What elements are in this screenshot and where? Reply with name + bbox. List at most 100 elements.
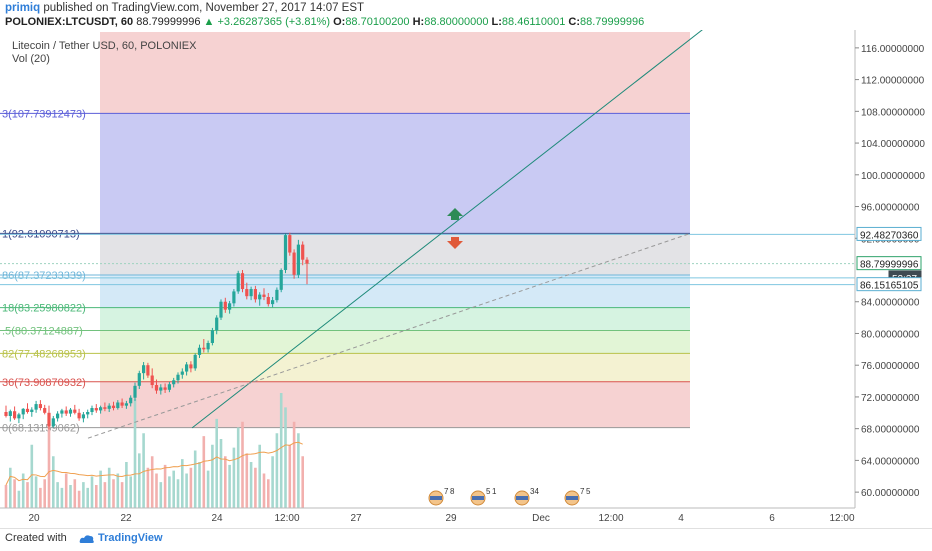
volume-bar — [301, 456, 304, 508]
volume-bar — [107, 467, 111, 508]
volume-bar — [292, 421, 296, 508]
fib-level-label-3: 18(83.25980822) — [2, 303, 86, 315]
price-badge — [856, 277, 922, 292]
symbol-label: POLONIEX:LTCUSDT, 60 — [5, 16, 134, 28]
candle-body — [167, 384, 171, 390]
event-flag-count: 34 — [530, 487, 539, 496]
candle-body — [137, 373, 141, 386]
y-tick-label: 84.00000000 — [861, 298, 920, 309]
tradingview-cloud-icon — [79, 535, 94, 543]
volume-bar — [254, 467, 257, 508]
candle-body — [142, 365, 146, 374]
event-flag-band — [566, 496, 578, 500]
y-tick-label: 104.00000000 — [861, 139, 925, 150]
volume-bar — [219, 439, 223, 508]
candle-body — [116, 402, 120, 409]
x-tick-label: 22 — [120, 513, 132, 524]
y-tick-label: 68.00000000 — [861, 425, 920, 436]
candle-body — [219, 301, 223, 318]
trend-line — [191, 30, 703, 429]
event-flag-count: 1 — [492, 487, 497, 496]
volume-bar — [99, 470, 102, 508]
candle-body — [124, 403, 128, 406]
chart-area[interactable]: 3(107.73912473) 1(92.61090713) 86(87.37233… — [0, 30, 932, 530]
volume-bar — [189, 467, 193, 508]
candle-body — [275, 289, 279, 301]
price-chart[interactable]: 3(107.73912473)1(92.61090713)86(87.37233… — [0, 30, 932, 528]
volume-bar — [150, 456, 154, 508]
event-flag-band — [516, 496, 528, 500]
candle-body — [228, 303, 232, 310]
volume-bar — [176, 479, 180, 508]
fib-zone-top — [100, 32, 690, 114]
candle-body — [305, 259, 309, 264]
candle-body — [301, 244, 305, 260]
candle-body — [60, 410, 64, 414]
fib-level-label-6: 36(73.90870932) — [2, 377, 86, 389]
volume-bar — [77, 490, 81, 508]
y-tick-label: 80.00000000 — [861, 329, 920, 340]
y-tick-label: 116.00000000 — [861, 44, 925, 55]
author-link[interactable]: primiq — [5, 2, 41, 14]
candle-body — [189, 364, 193, 369]
high-label: H: — [412, 16, 425, 28]
candle-body — [68, 409, 73, 414]
candle-body — [288, 235, 292, 253]
tradingview-brand[interactable]: TradingView — [98, 532, 163, 544]
candle-body — [210, 330, 214, 343]
y-tick-label: 64.00000000 — [861, 456, 920, 467]
volume-bar — [185, 473, 188, 508]
volume-bar — [271, 456, 274, 508]
volume-legend: Vol (20) — [12, 53, 50, 65]
candle-body — [47, 412, 51, 427]
candle-body — [176, 374, 180, 381]
volume-bar — [224, 456, 227, 508]
fib-level-label-5: 82(77.48268953) — [2, 348, 86, 360]
price-badge — [856, 226, 922, 241]
candle-body — [279, 270, 283, 290]
footer: Created with TradingView — [0, 528, 932, 551]
volume-bar — [138, 453, 141, 508]
volume-bar — [232, 447, 236, 508]
candle-body — [163, 387, 167, 390]
volume-bar — [13, 479, 16, 508]
created-with-label: Created with — [5, 532, 67, 544]
volume-bar — [43, 479, 46, 508]
volume-bar — [249, 462, 253, 508]
candle-body — [51, 418, 55, 427]
candle-body — [262, 294, 266, 297]
candle-body — [283, 235, 288, 270]
candle-body — [133, 385, 137, 398]
fib-level-label-2: 86(87.37233339) — [2, 270, 86, 282]
close-value: 88.79999996 — [580, 16, 645, 28]
candle-body — [77, 412, 81, 419]
dashed-trend-line — [87, 233, 691, 439]
volume-bar — [73, 479, 77, 508]
y-tick-label: 100.00000000 — [861, 171, 925, 182]
volume-bar — [146, 467, 150, 508]
fib-zone-1 — [100, 233, 690, 275]
candle-body — [172, 380, 176, 385]
volume-bar — [120, 482, 124, 508]
x-tick-label: 12:00 — [274, 513, 299, 524]
candle-body — [292, 252, 296, 275]
candle-body — [86, 412, 90, 415]
volume-bar — [133, 398, 137, 508]
high-value: 88.80000000 — [424, 16, 489, 28]
y-tick-label: 96.00000000 — [861, 203, 920, 214]
fib-level-label-4: .5(80.37124887) — [2, 326, 83, 338]
event-flag-band — [472, 496, 484, 500]
volume-bar — [39, 487, 42, 508]
candle-body — [103, 407, 107, 409]
volume-bar — [202, 436, 206, 508]
chart-legend-title: Litecoin / Tether USD, 60, POLONIEX — [12, 40, 197, 52]
x-tick-label: 6 — [769, 513, 775, 524]
volume-bar — [172, 470, 175, 508]
event-flag-count: 7 — [444, 487, 449, 496]
volume-bar — [95, 485, 98, 508]
volume-bar — [129, 476, 132, 508]
candle-body — [185, 364, 189, 372]
fib-zone-0 — [100, 113, 690, 234]
volume-bar — [275, 433, 279, 508]
down-arrow-icon — [447, 237, 463, 249]
